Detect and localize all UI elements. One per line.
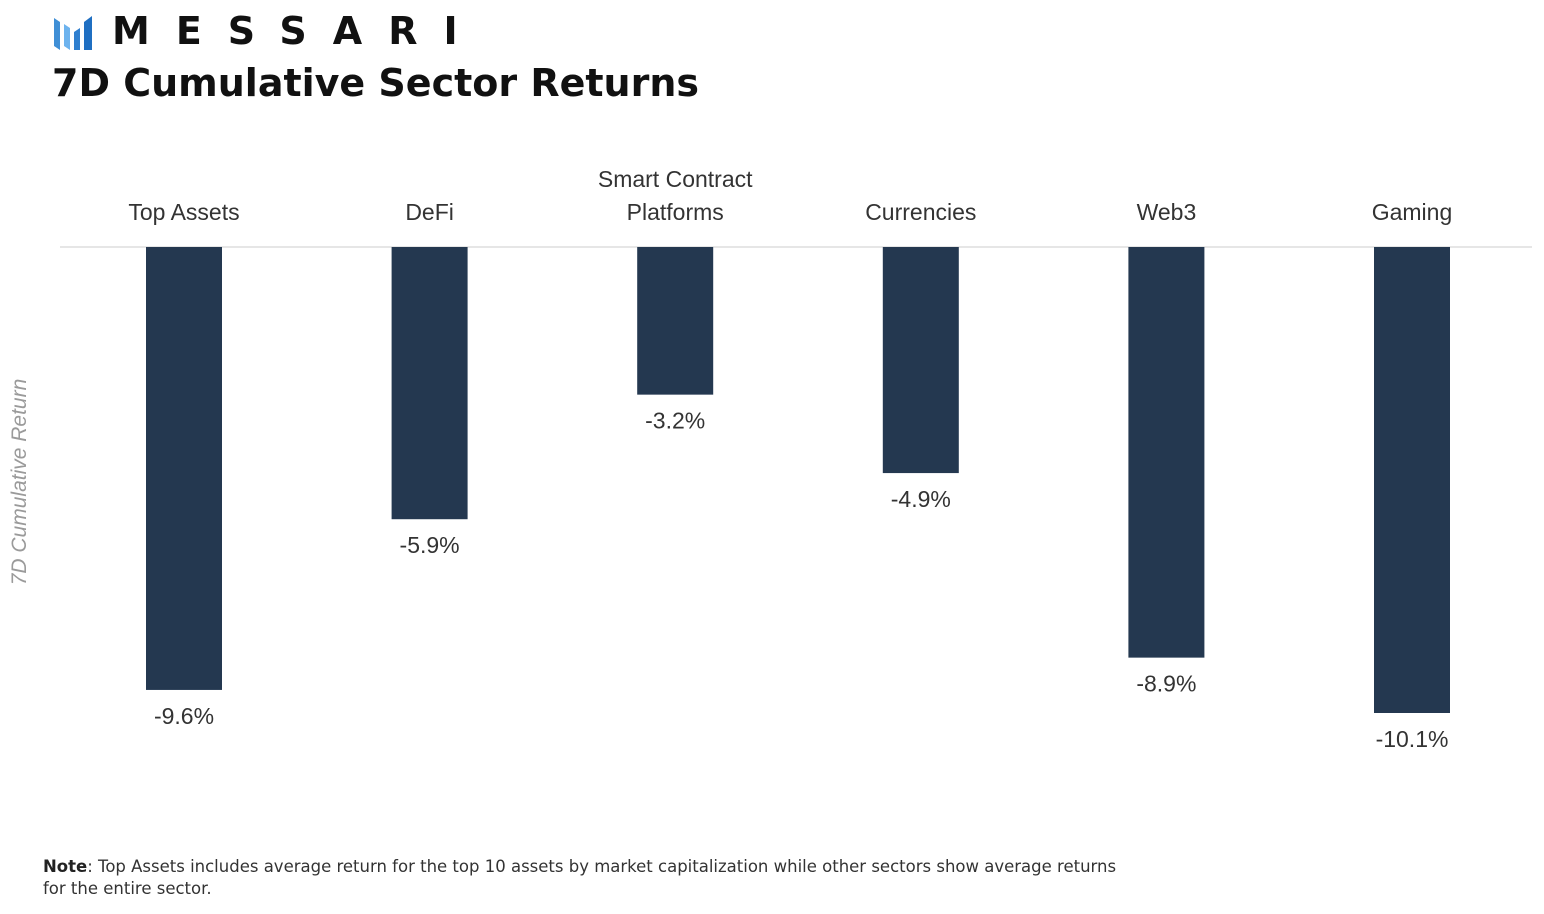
bar: [637, 247, 714, 395]
bar: [1374, 247, 1450, 713]
data-label: -4.9%: [891, 486, 951, 512]
footnote: Note: Top Assets includes average return…: [43, 856, 1123, 900]
data-label: -9.6%: [154, 703, 214, 729]
data-label: -8.9%: [1136, 671, 1196, 697]
bar: [391, 247, 468, 520]
x-tick-label: Top Assets: [128, 199, 239, 225]
bar: [1128, 247, 1205, 658]
data-label: -10.1%: [1376, 726, 1449, 752]
x-tick-label: Smart Contract: [598, 166, 753, 192]
footnote-label: Note: [43, 857, 88, 876]
x-tick-label: Web3: [1137, 199, 1197, 225]
x-tick-label: DeFi: [405, 199, 454, 225]
chart-title: 7D Cumulative Sector Returns: [52, 61, 700, 105]
brand-name: MESSARI: [112, 9, 484, 53]
x-tick-label: Currencies: [865, 199, 976, 225]
bar: [882, 247, 959, 474]
bar: [146, 247, 222, 690]
data-label: -3.2%: [645, 408, 705, 434]
data-label: -5.9%: [400, 532, 460, 558]
footnote-text: : Top Assets includes average return for…: [43, 857, 1117, 898]
messari-logo-icon: [54, 16, 92, 50]
x-tick-label: Gaming: [1372, 199, 1453, 225]
x-tick-label: Platforms: [627, 199, 724, 225]
brand-logo: MESSARI: [52, 8, 484, 54]
